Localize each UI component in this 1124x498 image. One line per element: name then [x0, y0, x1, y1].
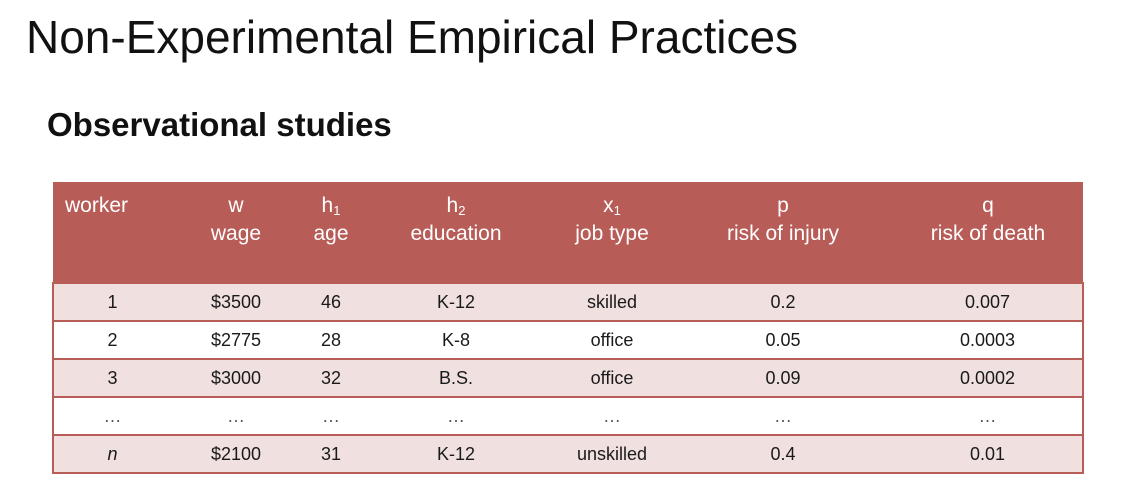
cell-job-type: unskilled	[551, 434, 673, 474]
cell-job-type: skilled	[551, 282, 673, 321]
cell-education: K-8	[361, 320, 551, 359]
cell-education: B.S.	[361, 358, 551, 397]
cell-age: 31	[301, 434, 361, 474]
data-table-container: worker w wage h1 age h2 education x1 job…	[52, 182, 1084, 474]
cell-risk-of-death: …	[893, 396, 1084, 435]
cell-education: K-12	[361, 434, 551, 474]
header-symbol: x1	[603, 194, 621, 218]
header-risk-of-death: q risk of death	[893, 182, 1083, 283]
table-row: 1 $3500 46 K-12 skilled 0.2 0.007	[52, 282, 1084, 321]
header-label: age	[313, 222, 349, 245]
cell-education: …	[361, 396, 551, 435]
header-symbol: h2	[446, 194, 466, 218]
header-symbol: w	[228, 194, 244, 217]
header-symbol: p	[777, 194, 789, 217]
header-age: h1 age	[301, 182, 361, 283]
cell-worker: 3	[52, 358, 171, 397]
header-symbol: h1	[321, 194, 341, 218]
header-label: worker	[65, 194, 129, 217]
worker-data-table: worker w wage h1 age h2 education x1 job…	[52, 182, 1084, 474]
header-label: wage	[210, 222, 262, 245]
cell-wage: $2775	[171, 320, 301, 359]
cell-worker: 1	[52, 282, 171, 321]
header-label: risk of death	[930, 222, 1046, 245]
cell-wage: $3500	[171, 282, 301, 321]
cell-risk-of-death: 0.0003	[893, 320, 1084, 359]
table-header-row: worker w wage h1 age h2 education x1 job…	[53, 182, 1083, 283]
cell-risk-of-death: 0.007	[893, 282, 1084, 321]
header-worker: worker	[53, 182, 171, 283]
cell-education: K-12	[361, 282, 551, 321]
cell-worker: 2	[52, 320, 171, 359]
header-job-type: x1 job type	[551, 182, 673, 283]
cell-job-type: office	[551, 358, 673, 397]
table-row: 3 $3000 32 B.S. office 0.09 0.0002	[52, 358, 1084, 397]
cell-risk-of-injury: 0.4	[673, 434, 893, 474]
cell-worker: n	[52, 434, 171, 474]
table-row: 2 $2775 28 K-8 office 0.05 0.0003	[52, 320, 1084, 359]
cell-age: …	[301, 396, 361, 435]
cell-age: 46	[301, 282, 361, 321]
cell-wage: $2100	[171, 434, 301, 474]
slide-title: Non-Experimental Empirical Practices	[26, 11, 799, 63]
header-label: job type	[575, 222, 649, 245]
cell-job-type: office	[551, 320, 673, 359]
cell-age: 28	[301, 320, 361, 359]
cell-risk-of-injury: 0.09	[673, 358, 893, 397]
header-education: h2 education	[361, 182, 551, 283]
cell-wage: $3000	[171, 358, 301, 397]
header-wage: w wage	[171, 182, 301, 283]
cell-risk-of-death: 0.0002	[893, 358, 1084, 397]
table-row: n $2100 31 K-12 unskilled 0.4 0.01	[52, 434, 1084, 474]
cell-age: 32	[301, 358, 361, 397]
cell-risk-of-injury: …	[673, 396, 893, 435]
cell-risk-of-injury: 0.05	[673, 320, 893, 359]
cell-job-type: …	[551, 396, 673, 435]
header-label: education	[410, 222, 502, 245]
header-label: risk of injury	[726, 222, 840, 245]
header-symbol: q	[982, 194, 994, 217]
cell-worker: …	[52, 396, 171, 435]
header-risk-of-injury: p risk of injury	[673, 182, 893, 283]
table-row-ellipsis: … … … … … … …	[52, 396, 1084, 435]
cell-risk-of-death: 0.01	[893, 434, 1084, 474]
cell-wage: …	[171, 396, 301, 435]
cell-risk-of-injury: 0.2	[673, 282, 893, 321]
slide-subtitle: Observational studies	[47, 106, 392, 143]
